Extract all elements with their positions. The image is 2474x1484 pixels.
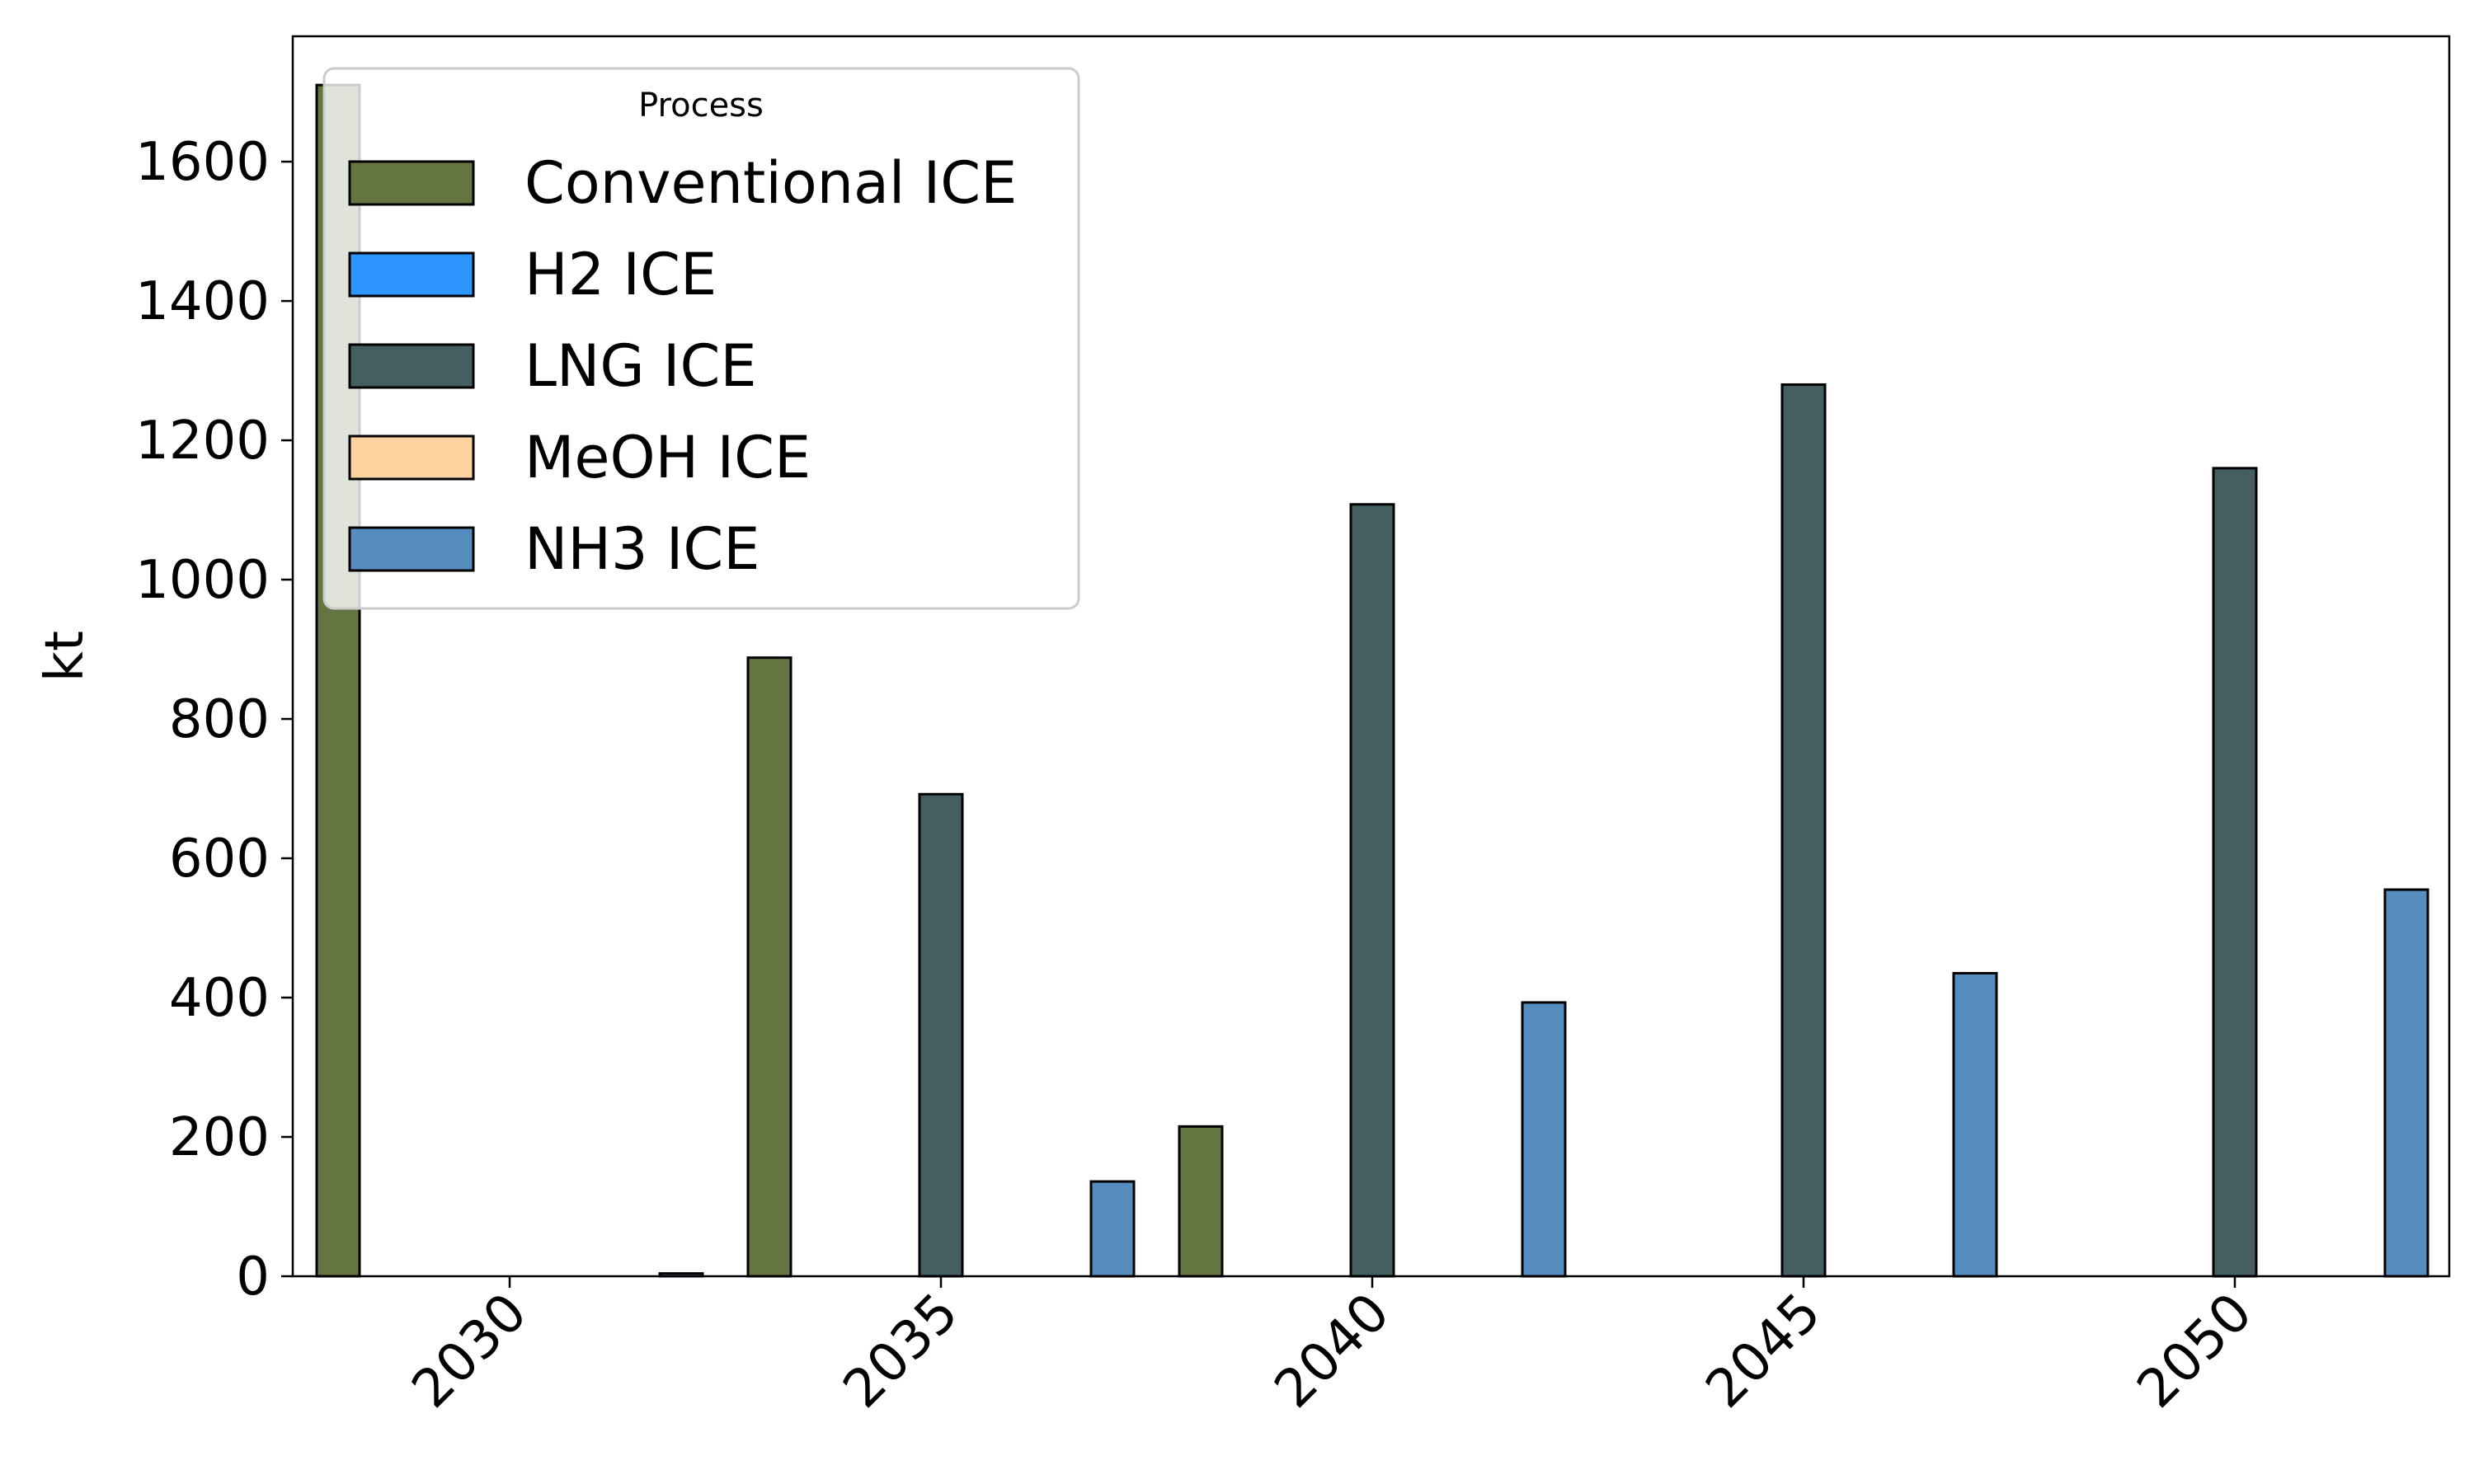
bar-lng-ice-2045 <box>1780 383 1827 1278</box>
x-tick-label: 2035 <box>832 1282 970 1420</box>
legend-label: NH3 ICE <box>524 515 760 583</box>
bar-nh3-ice-2035 <box>1089 1180 1136 1278</box>
legend: Process Conventional ICE H2 ICE LNG ICE MeO… <box>322 67 1080 610</box>
x-tick-label: 2045 <box>1695 1282 1832 1420</box>
y-tick-label: 1600 <box>135 132 270 193</box>
legend-title: Process <box>638 87 764 124</box>
plot-frame <box>291 35 2451 1278</box>
y-tick-label: 800 <box>169 689 270 750</box>
bar-conventional-ice-2035 <box>746 656 793 1278</box>
y-tick-label: 200 <box>169 1107 270 1168</box>
y-axis-label: kt <box>35 631 96 682</box>
y-tick-label: 0 <box>236 1247 270 1308</box>
legend-swatch <box>348 160 475 206</box>
y-tick-label: 1400 <box>135 271 270 332</box>
y-tick-label: 1200 <box>135 411 270 472</box>
y-tick-label: 600 <box>169 829 270 890</box>
legend-label: Conventional ICE <box>524 149 1017 217</box>
y-tick-label: 400 <box>169 968 270 1029</box>
x-tick-label: 2050 <box>2126 1282 2264 1420</box>
bar-conventional-ice-2040 <box>1178 1125 1224 1278</box>
y-tick-label: 1000 <box>135 550 270 611</box>
bars-layer <box>315 83 2429 1278</box>
legend-swatch <box>348 434 475 481</box>
legend-swatch <box>348 343 475 389</box>
legend-swatch <box>348 251 475 298</box>
legend-label: MeOH ICE <box>524 424 811 491</box>
legend-label: LNG ICE <box>524 332 757 400</box>
x-tick-label: 2040 <box>1263 1282 1401 1420</box>
bar-lng-ice-2050 <box>2212 467 2258 1278</box>
x-axis: 2030 2035 2040 2045 2050 <box>401 1276 2264 1420</box>
y-axis: 0 200 400 600 800 1000 1200 1400 1600 <box>135 132 293 1308</box>
bar-lng-ice-2035 <box>918 792 964 1278</box>
x-tick-label: 2030 <box>401 1282 539 1420</box>
bar-nh3-ice-2040 <box>1521 1001 1567 1278</box>
legend-box <box>322 67 1080 610</box>
legend-items: Conventional ICE H2 ICE LNG ICE MeOH ICE NH3… <box>348 149 1017 583</box>
bar-lng-ice-2040 <box>1349 503 1395 1278</box>
bar-nh3-ice-2050 <box>2383 888 2429 1278</box>
legend-label: H2 ICE <box>524 241 717 308</box>
legend-swatch <box>348 526 475 572</box>
bar-nh3-ice-2045 <box>1952 971 1998 1278</box>
